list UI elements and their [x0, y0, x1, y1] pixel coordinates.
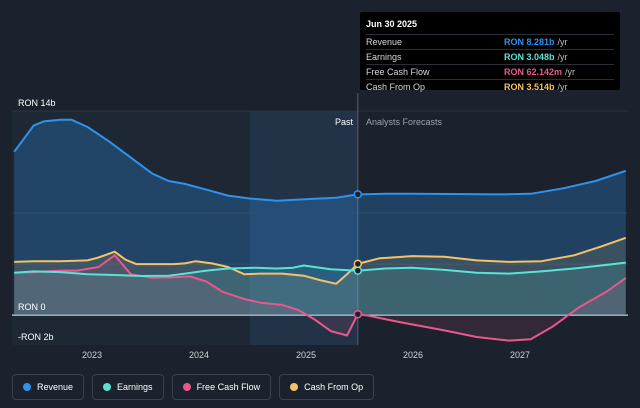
line-free-cash-flow — [14, 254, 627, 342]
tooltip-value: RON 8.281b — [504, 37, 555, 47]
tooltip-date: Jun 30 2025 — [366, 19, 418, 29]
legend-label: Cash From Op — [304, 382, 364, 392]
line-cash-from-op — [14, 236, 627, 285]
chart-gridlines — [12, 93, 628, 345]
tooltip-value: RON 62.142m — [504, 67, 563, 77]
legend-dot-icon — [182, 383, 191, 391]
hover-tooltip: Jun 30 2025 Revenue RON 8.281b /yr Earni… — [360, 12, 620, 92]
tooltip-row-free-cash-flow: Free Cash Flow RON 62.142m /yr — [366, 64, 614, 79]
x-tick-2026: 2026 — [403, 350, 423, 360]
legend-label: Earnings — [117, 382, 153, 392]
legend-dot-icon — [103, 383, 112, 391]
y-label-zero: RON 0 — [18, 302, 46, 312]
tooltip-value: RON 3.514b — [504, 82, 555, 92]
marker-revenue — [353, 190, 363, 199]
tooltip-row-cash-from-op: Cash From Op RON 3.514b /yr — [366, 79, 614, 94]
line-revenue — [13, 118, 627, 202]
tooltip-unit: /yr — [557, 82, 568, 92]
y-label-bottom: -RON 2b — [18, 332, 54, 342]
tooltip-row-revenue: Revenue RON 8.281b /yr — [366, 34, 614, 49]
x-tick-2025: 2025 — [296, 350, 316, 360]
line-earnings — [14, 261, 626, 277]
y-label-top: RON 14b — [18, 98, 56, 108]
area-cash-from-op — [14, 237, 626, 316]
past-highlight-panel — [249, 111, 358, 345]
legend-label: Revenue — [37, 382, 74, 392]
legend-dot-icon — [23, 383, 31, 391]
x-tick-2027: 2027 — [510, 350, 530, 360]
series-markers — [353, 190, 363, 319]
tooltip-value: RON 3.048b — [504, 52, 555, 62]
tooltip-label: Revenue — [366, 37, 403, 47]
axis-labels: RON 14b RON 0 -RON 2b Past Analysts Fore… — [18, 98, 530, 360]
tooltip-row-earnings: Earnings RON 3.048b /yr — [366, 49, 614, 64]
x-tick-2024: 2024 — [189, 350, 209, 360]
marker-earnings — [353, 266, 363, 275]
legend-item-earnings[interactable]: Earnings — [92, 374, 164, 400]
forecast-label: Analysts Forecasts — [366, 117, 443, 127]
chart-background — [12, 111, 358, 345]
tooltip-unit: /yr — [557, 52, 568, 62]
legend-item-free-cash-flow[interactable]: Free Cash Flow — [171, 374, 272, 400]
legend-dot-icon — [290, 383, 299, 391]
chart-legend: Revenue Earnings Free Cash Flow Cash Fro… — [12, 374, 375, 402]
past-label: Past — [335, 117, 354, 127]
tooltip-label: Cash From Op — [366, 82, 426, 92]
x-tick-2023: 2023 — [82, 350, 102, 360]
legend-item-revenue[interactable]: Revenue — [12, 374, 85, 400]
tooltip-unit: /yr — [557, 37, 568, 47]
series-lines — [13, 118, 627, 342]
area-free-cash-flow — [14, 255, 626, 341]
legend-label: Free Cash Flow — [196, 382, 261, 392]
marker-cash-from-op — [353, 259, 363, 269]
tooltip-label: Earnings — [366, 52, 402, 62]
legend-item-cash-from-op[interactable]: Cash From Op — [279, 374, 375, 400]
tooltip-label: Free Cash Flow — [366, 67, 430, 77]
area-revenue — [14, 119, 626, 316]
marker-free-cash-flow — [353, 309, 363, 319]
tooltip-unit: /yr — [565, 67, 576, 77]
